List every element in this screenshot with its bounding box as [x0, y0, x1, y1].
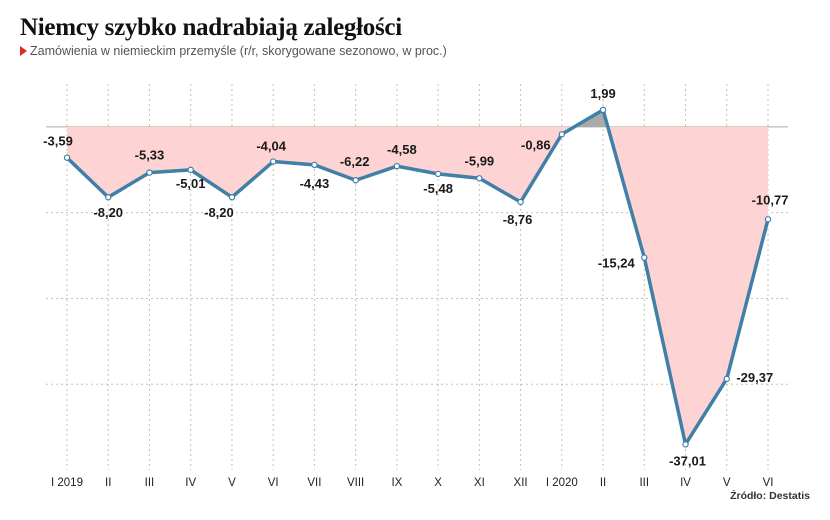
data-label: -15,24	[598, 256, 636, 271]
data-label: -8,20	[204, 205, 234, 220]
data-point	[599, 106, 607, 114]
x-tick-label: III	[145, 477, 155, 489]
data-point	[352, 177, 359, 184]
data-point	[146, 169, 153, 176]
data-label: -4,58	[387, 142, 417, 157]
data-label: -10,77	[752, 192, 789, 207]
x-tick-label: III	[639, 477, 649, 489]
data-point	[269, 158, 277, 165]
data-point	[476, 175, 483, 182]
x-tick-label: IV	[680, 477, 691, 489]
data-label: -5,99	[465, 153, 495, 168]
data-point	[558, 131, 566, 138]
data-label: -6,22	[340, 154, 370, 169]
data-point	[434, 170, 442, 178]
x-tick-label: IV	[185, 477, 196, 489]
x-tick-label: V	[228, 477, 236, 489]
data-point	[723, 375, 730, 383]
data-point	[393, 162, 401, 170]
negative-area-fill	[67, 126, 768, 445]
x-tick-label: IX	[391, 477, 402, 489]
data-point	[641, 254, 648, 261]
chart-subtitle-row: Zamówienia w niemieckim przemyśle (r/r, …	[20, 44, 447, 58]
x-tick-label: I 2019	[51, 477, 83, 489]
triangle-marker-icon	[20, 46, 27, 56]
data-label: -4,43	[300, 176, 330, 191]
series-line	[65, 108, 770, 447]
data-point	[517, 198, 524, 206]
x-tick-label: VI	[763, 477, 774, 489]
x-tick-label: X	[434, 477, 442, 489]
data-label: -5,48	[423, 181, 453, 196]
data-point	[682, 441, 689, 448]
data-point	[187, 166, 194, 174]
x-tick-label: XII	[514, 477, 528, 489]
data-label: -0,86	[521, 137, 551, 152]
data-label: -8,76	[503, 212, 533, 227]
x-tick-label: II	[600, 477, 606, 489]
x-tick-label: VIII	[347, 477, 364, 489]
data-label: -8,20	[93, 205, 123, 220]
data-label: -4,04	[256, 139, 286, 154]
chart-subtitle: Zamówienia w niemieckim przemyśle (r/r, …	[30, 44, 447, 58]
data-point	[764, 216, 772, 223]
x-tick-label: I 2020	[546, 477, 578, 489]
x-tick-label: XI	[474, 477, 485, 489]
data-point	[63, 154, 71, 161]
data-label: -37,01	[669, 453, 706, 468]
source-note: Źródło: Destatis	[730, 490, 810, 502]
x-tick-label: VII	[307, 477, 321, 489]
data-point	[228, 194, 236, 201]
data-point	[105, 194, 112, 201]
data-label: -5,33	[135, 148, 165, 163]
data-point	[311, 161, 318, 169]
x-tick-label: II	[105, 477, 111, 489]
data-label: -29,37	[736, 370, 773, 385]
x-tick-label: V	[723, 477, 731, 489]
data-label: -5,01	[176, 176, 206, 191]
data-label: -3,59	[43, 134, 73, 149]
chart-title: Niemcy szybko nadrabiają zaległości	[20, 14, 402, 41]
x-tick-label: VI	[268, 477, 279, 489]
data-label: 1,99	[590, 86, 615, 101]
